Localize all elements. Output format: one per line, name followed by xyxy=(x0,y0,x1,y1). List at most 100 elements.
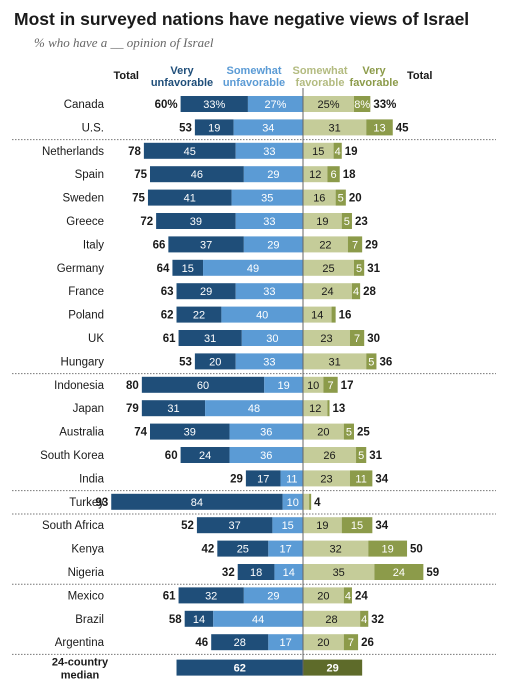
segment-value-label: 24 xyxy=(321,286,333,298)
bar-very-favorable xyxy=(360,610,369,627)
bar-somewhat-unfavorable xyxy=(241,330,303,346)
segment-value-label: 33 xyxy=(263,286,275,298)
header-total-favorable: Total xyxy=(407,70,432,82)
bar-very-unfavorable xyxy=(180,96,248,112)
total-unfavorable: 63 xyxy=(161,286,174,298)
bar-very-unfavorable xyxy=(141,376,265,393)
bar-very-unfavorable xyxy=(194,353,236,370)
bar-somewhat-favorable xyxy=(303,353,367,370)
segment-value-label: 4 xyxy=(345,590,351,602)
bar-somewhat-favorable xyxy=(303,119,367,136)
header-very-unfavorable: unfavorable xyxy=(151,77,213,89)
bar-very-favorable xyxy=(331,306,336,323)
segment-value-label: 49 xyxy=(247,263,259,275)
header-very-favorable: Very xyxy=(362,65,386,77)
segment-value-label: 5 xyxy=(356,263,362,275)
total-favorable: 25 xyxy=(357,427,370,439)
segment-value-label: 48 xyxy=(248,403,260,415)
bar-somewhat-favorable xyxy=(303,142,334,159)
segment-value-label: 32 xyxy=(330,544,342,556)
bar-very-favorable xyxy=(343,587,352,604)
header-total-unfavorable: Total xyxy=(114,70,139,82)
bar-somewhat-favorable xyxy=(303,564,375,580)
segment-value-label: 19 xyxy=(277,380,289,392)
bar-somewhat-favorable xyxy=(303,236,348,253)
bar-very-favorable xyxy=(349,330,365,346)
segment-value-label: 44 xyxy=(252,614,264,626)
bar-somewhat-favorable xyxy=(303,166,328,183)
total-favorable: 16 xyxy=(339,310,352,322)
country-label: UK xyxy=(88,333,104,345)
bar-very-unfavorable xyxy=(172,259,204,276)
median-value-unfavorable: 62 xyxy=(234,663,246,675)
segment-value-label: 31 xyxy=(328,356,340,368)
segment-value-label: 20 xyxy=(317,427,329,439)
bar-somewhat-unfavorable xyxy=(221,306,303,323)
segment-value-label: 10 xyxy=(307,380,319,392)
bar-somewhat-favorable xyxy=(303,610,361,627)
total-unfavorable: 74 xyxy=(134,427,147,439)
bar-very-unfavorable xyxy=(143,142,236,159)
segment-value-label: 12 xyxy=(309,403,321,415)
country-label: Turkey xyxy=(69,497,104,509)
bar-very-unfavorable xyxy=(141,400,206,417)
bar-somewhat-unfavorable xyxy=(268,540,303,557)
segment-value-label: 15 xyxy=(312,146,324,158)
segment-value-label: 15 xyxy=(182,263,194,275)
total-favorable: 36 xyxy=(379,356,392,368)
segment-value-label: 10 xyxy=(287,497,299,509)
segment-value-label: 39 xyxy=(184,427,196,439)
segment-value-label: 7 xyxy=(327,380,333,392)
country-label: Indonesia xyxy=(54,380,104,392)
total-favorable: 50 xyxy=(410,544,423,556)
country-label: South Korea xyxy=(40,450,105,462)
country-label: Spain xyxy=(75,169,104,181)
segment-value-label: 20 xyxy=(317,637,329,649)
total-favorable: 34 xyxy=(375,520,388,532)
bar-very-unfavorable xyxy=(178,587,244,604)
segment-value-label: 25 xyxy=(322,263,334,275)
segment-value-label: 35 xyxy=(333,567,345,579)
total-unfavorable: 72 xyxy=(140,216,153,228)
total-unfavorable: 75 xyxy=(134,169,147,181)
segment-value-label: 18 xyxy=(250,567,262,579)
total-favorable: 34 xyxy=(375,473,388,485)
total-favorable: 19 xyxy=(345,146,358,158)
segment-value-label: 15 xyxy=(282,520,294,532)
segment-value-label: 39 xyxy=(190,216,202,228)
segment-value-label: 7 xyxy=(352,239,358,251)
total-unfavorable: 53 xyxy=(179,356,192,368)
segment-value-label: 14 xyxy=(311,310,323,322)
bar-somewhat-favorable xyxy=(303,634,344,651)
total-favorable: 23 xyxy=(355,216,368,228)
bar-very-favorable xyxy=(335,189,346,206)
segment-value-label: 17 xyxy=(280,637,292,649)
bar-somewhat-unfavorable xyxy=(264,376,303,393)
segment-value-label: 8% xyxy=(354,99,370,111)
segment-value-label: 7 xyxy=(348,637,354,649)
country-label: Australia xyxy=(59,427,104,439)
bar-somewhat-favorable xyxy=(303,330,350,346)
segment-value-label: 19 xyxy=(316,520,328,532)
segment-value-label: 20 xyxy=(209,356,221,368)
median-label: 24-country xyxy=(52,657,109,669)
total-favorable: 30 xyxy=(367,333,380,345)
segment-value-label: 4 xyxy=(335,146,341,158)
bar-somewhat-unfavorable xyxy=(268,634,303,651)
segment-value-label: 15 xyxy=(351,520,363,532)
country-label: Nigeria xyxy=(68,567,105,579)
total-favorable: 33% xyxy=(373,99,396,111)
bar-somewhat-unfavorable xyxy=(235,283,303,300)
segment-value-label: 4 xyxy=(361,614,367,626)
segment-value-label: 36 xyxy=(260,450,272,462)
bar-somewhat-unfavorable xyxy=(231,189,303,206)
bar-very-favorable xyxy=(343,423,354,440)
bar-very-unfavorable xyxy=(237,564,275,580)
country-label: Mexico xyxy=(68,590,104,602)
country-label: Argentina xyxy=(55,637,105,649)
bar-very-favorable xyxy=(354,259,365,276)
bar-very-unfavorable xyxy=(147,189,232,206)
segment-value-label: 11 xyxy=(355,473,366,485)
total-unfavorable: 79 xyxy=(126,403,139,415)
